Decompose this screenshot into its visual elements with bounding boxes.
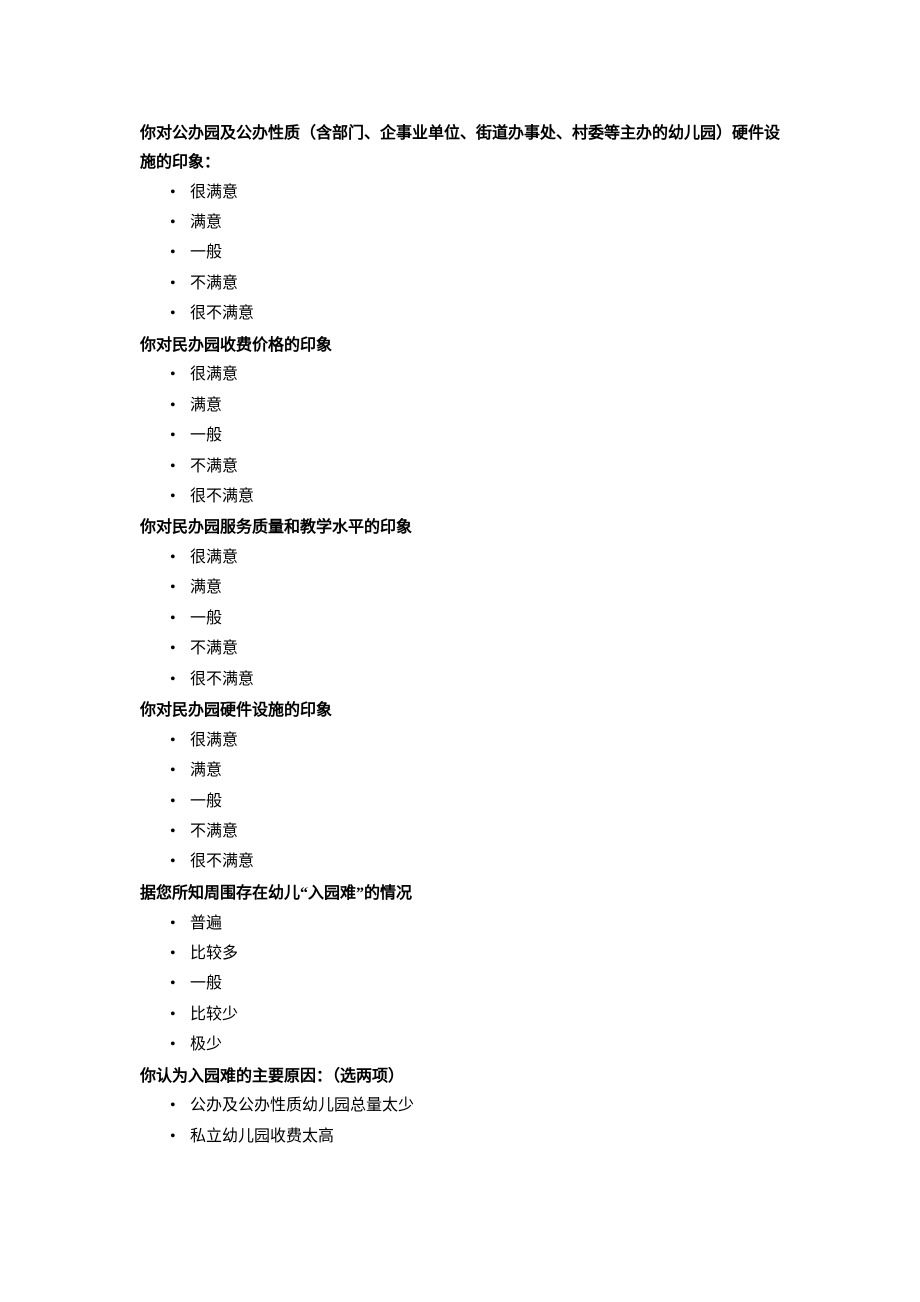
list-item: 很满意 [170, 543, 780, 573]
list-item: 很满意 [170, 726, 780, 756]
question-2: 你对民办园收费价格的印象 很满意 满意 一般 不满意 很不满意 [140, 332, 780, 513]
list-item: 公办及公办性质幼儿园总量太少 [170, 1091, 780, 1121]
question-text: 你对公办园及公办性质（含部门、企事业单位、街道办事处、村委等主办的幼儿园）硬件设… [140, 120, 780, 178]
list-item: 一般 [170, 604, 780, 634]
list-item: 私立幼儿园收费太高 [170, 1122, 780, 1152]
list-item: 很不满意 [170, 482, 780, 512]
question-3: 你对民办园服务质量和教学水平的印象 很满意 满意 一般 不满意 很不满意 [140, 514, 780, 695]
option-list: 很满意 满意 一般 不满意 很不满意 [140, 178, 780, 330]
question-text: 据您所知周围存在幼儿“入园难”的情况 [140, 880, 780, 909]
question-5: 据您所知周围存在幼儿“入园难”的情况 普遍 比较多 一般 比较少 极少 [140, 880, 780, 1061]
option-list: 公办及公办性质幼儿园总量太少 私立幼儿园收费太高 [140, 1091, 780, 1152]
list-item: 很不满意 [170, 847, 780, 877]
list-item: 比较多 [170, 939, 780, 969]
question-text: 你对民办园收费价格的印象 [140, 332, 780, 361]
list-item: 一般 [170, 969, 780, 999]
question-4: 你对民办园硬件设施的印象 很满意 满意 一般 不满意 很不满意 [140, 697, 780, 878]
list-item: 很满意 [170, 360, 780, 390]
option-list: 普遍 比较多 一般 比较少 极少 [140, 909, 780, 1061]
list-item: 满意 [170, 391, 780, 421]
question-6: 你认为入园难的主要原因：（选两项） 公办及公办性质幼儿园总量太少 私立幼儿园收费… [140, 1063, 780, 1153]
option-list: 很满意 满意 一般 不满意 很不满意 [140, 726, 780, 878]
list-item: 一般 [170, 238, 780, 268]
list-item: 很不满意 [170, 665, 780, 695]
list-item: 满意 [170, 208, 780, 238]
list-item: 满意 [170, 573, 780, 603]
question-text: 你认为入园难的主要原因：（选两项） [140, 1063, 780, 1092]
list-item: 极少 [170, 1030, 780, 1060]
list-item: 一般 [170, 421, 780, 451]
list-item: 很满意 [170, 178, 780, 208]
list-item: 不满意 [170, 452, 780, 482]
list-item: 一般 [170, 787, 780, 817]
list-item: 普遍 [170, 909, 780, 939]
list-item: 满意 [170, 756, 780, 786]
option-list: 很满意 满意 一般 不满意 很不满意 [140, 360, 780, 512]
list-item: 不满意 [170, 817, 780, 847]
option-list: 很满意 满意 一般 不满意 很不满意 [140, 543, 780, 695]
question-text: 你对民办园服务质量和教学水平的印象 [140, 514, 780, 543]
list-item: 不满意 [170, 269, 780, 299]
list-item: 很不满意 [170, 299, 780, 329]
list-item: 比较少 [170, 1000, 780, 1030]
question-text: 你对民办园硬件设施的印象 [140, 697, 780, 726]
list-item: 不满意 [170, 634, 780, 664]
question-1: 你对公办园及公办性质（含部门、企事业单位、街道办事处、村委等主办的幼儿园）硬件设… [140, 120, 780, 330]
